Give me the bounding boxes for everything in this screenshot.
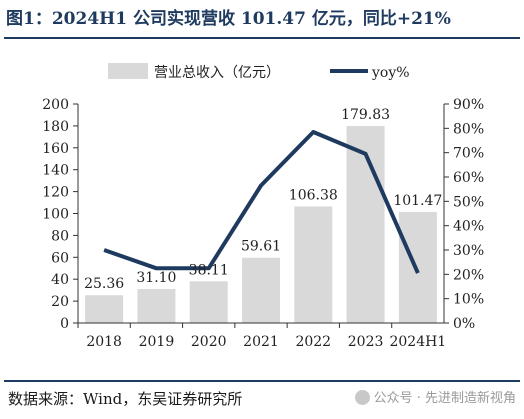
y-right-tick-label: 70% xyxy=(453,146,484,162)
legend-bar-swatch xyxy=(108,63,148,79)
bar-2024H1 xyxy=(398,211,437,323)
line-series xyxy=(103,130,420,274)
bar-label-2022: 106.38 xyxy=(289,188,338,204)
bar-label-2023: 179.83 xyxy=(341,107,390,123)
x-tick-label: 2021 xyxy=(243,334,279,350)
y-left-tick-label: 40 xyxy=(51,272,69,288)
bar-2019 xyxy=(137,288,176,323)
axes: 0 20 40 60 80 100 120 140 160 180 200 0% 10% 20% 30% 40… xyxy=(42,97,484,350)
bar-2021 xyxy=(242,257,280,323)
y-left-tick-label: 160 xyxy=(42,141,69,157)
bar-label-2024H1: 101.47 xyxy=(393,193,442,209)
watermark: 公众号 · 先进制造新视角 xyxy=(354,386,516,412)
bar-2020 xyxy=(189,281,228,323)
legend-line-label: yoy% xyxy=(371,65,410,81)
x-tick-label: 2023 xyxy=(348,334,384,350)
y-right-tick-label: 60% xyxy=(453,170,484,186)
figure-title: 图1：2024H1 公司实现营收 101.47 亿元，同比+21% xyxy=(6,9,451,29)
bar-label-2019: 31.10 xyxy=(136,270,176,286)
y-right-tick-label: 80% xyxy=(453,121,484,137)
watermark-text: 公众号 · 先进制造新视角 xyxy=(373,391,516,406)
y-right-tick-label: 40% xyxy=(453,219,484,235)
y-right-tick-label: 10% xyxy=(453,292,484,308)
y-right-tick-label: 90% xyxy=(453,97,484,113)
y-left-tick-label: 200 xyxy=(42,97,69,113)
y-left-tick-label: 20 xyxy=(51,294,69,310)
y-left-tick-label: 0 xyxy=(60,316,69,332)
y-left-tick-label: 120 xyxy=(42,185,69,201)
legend: 营业总收入（亿元） yoy% xyxy=(108,63,410,81)
bar-series xyxy=(85,126,437,323)
bar-2023 xyxy=(346,126,385,323)
y-left-tick-label: 60 xyxy=(51,250,69,266)
y-left-tick-label: 80 xyxy=(51,228,69,244)
y-left-tick-label: 140 xyxy=(42,163,69,179)
bar-2022 xyxy=(294,206,333,323)
x-tick-label: 2020 xyxy=(191,334,227,350)
bar-label-2018: 25.36 xyxy=(84,276,124,292)
y-right-tick-label: 30% xyxy=(453,243,484,259)
y-left-tick-label: 100 xyxy=(42,207,69,223)
title-rule xyxy=(4,37,520,39)
x-tick-label: 2018 xyxy=(86,334,122,350)
bar-label-2021: 59.61 xyxy=(241,239,281,255)
legend-bar-label: 营业总收入（亿元） xyxy=(154,65,280,81)
bar-2018 xyxy=(85,295,124,323)
data-labels: 25.36 31.10 38.11 59.61 106.38 179.83 101.47 xyxy=(84,107,442,292)
y-right-tick-label: 0% xyxy=(453,316,475,332)
y-left-tick-label: 180 xyxy=(42,119,69,135)
source-rule xyxy=(4,380,520,382)
bar-label-2020: 38.11 xyxy=(189,262,229,278)
source-note: 数据来源：Wind，东吴证券研究所 xyxy=(8,390,243,408)
y-right-tick-label: 50% xyxy=(453,194,484,210)
y-right-tick-label: 20% xyxy=(453,267,484,283)
x-tick-label: 2022 xyxy=(295,334,331,350)
x-tick-label: 2024H1 xyxy=(389,334,446,350)
wechat-icon xyxy=(354,390,370,405)
x-tick-label: 2019 xyxy=(139,334,175,350)
revenue-yoy-chart: 营业总收入（亿元） yoy% 25.36 31.10 38.11 59.61 106.38… xyxy=(42,63,484,350)
